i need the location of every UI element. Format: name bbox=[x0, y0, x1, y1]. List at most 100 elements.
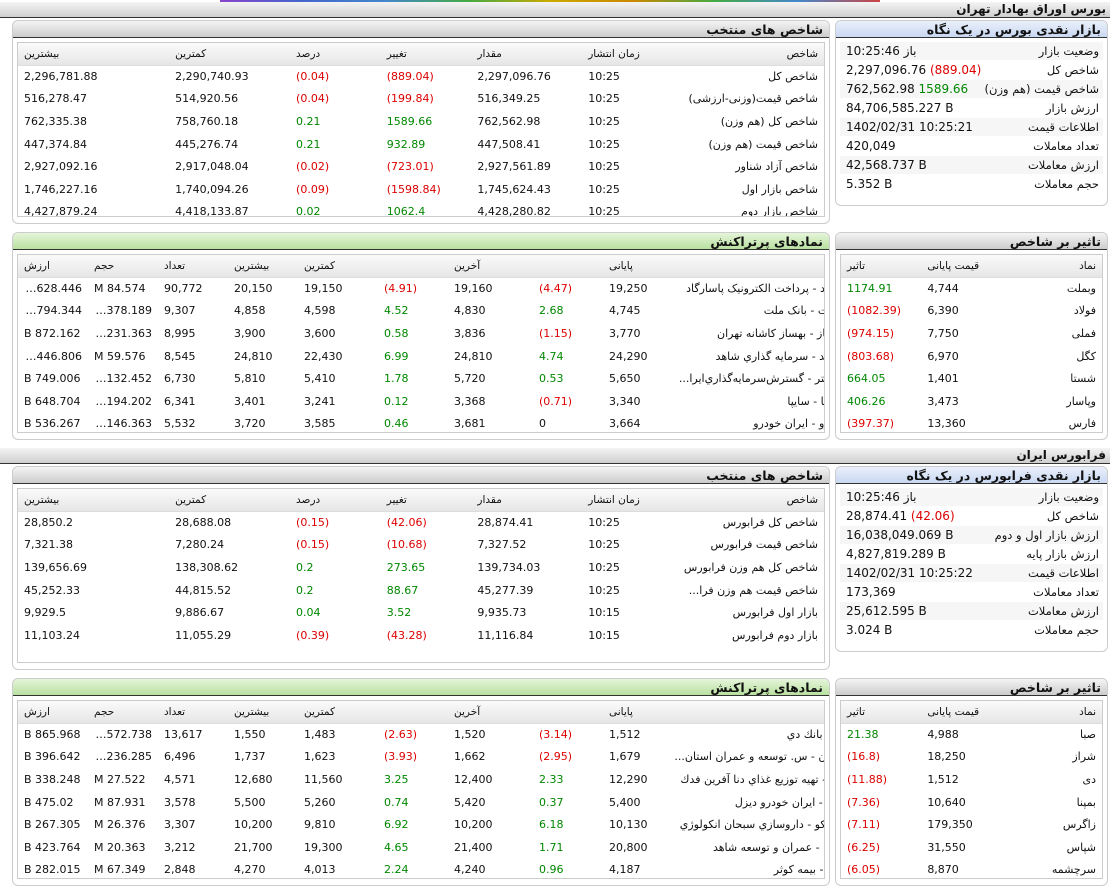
index-name[interactable]: شاخص کل bbox=[768, 70, 818, 84]
index-name[interactable]: شاخص بازار اول bbox=[672, 177, 824, 201]
symbol-link[interactable]: کرمان - س. توسعه و عمران استان... bbox=[663, 745, 824, 769]
symbol-link[interactable]: ثشاهد - سرمایه گذاري شاهد bbox=[663, 344, 824, 368]
ifb-active-row[interactable]: دي - بانك دي 1,512 (3.14) 1,520 (2.63) 1,483 1… bbox=[18, 723, 824, 746]
tse-indices-row[interactable]: شاخص کل (هم وزن) 10:25 762,562.98 1589.66 0.… bbox=[18, 110, 824, 133]
index-name[interactable]: شاخص کل فرابورس bbox=[722, 516, 818, 530]
symbol-link[interactable]: دسانکو - داروسازي سبحان انکولوژي bbox=[679, 818, 824, 832]
column-header[interactable]: نماد bbox=[663, 701, 824, 724]
ifb-active-row[interactable]: کوثر - بيمه كوثر 4,187 0.96 4,240 2.24 4,013 4… bbox=[18, 859, 824, 878]
tse-indices-row[interactable]: شاخص آزاد شناور 10:25 2,927,561.89 (723.01)… bbox=[18, 155, 824, 178]
column-header[interactable]: درصد bbox=[290, 489, 381, 512]
tse-active-row[interactable]: خساپا - سایپا3,340(0.71)3,3680.123,2413,… bbox=[18, 389, 824, 413]
symbol-link[interactable]: خساپا - سایپا bbox=[663, 389, 824, 413]
tse-impact-row[interactable]: وپاسار 3,473 406.26 bbox=[841, 389, 1102, 413]
symbol-link[interactable]: شپاس bbox=[1011, 835, 1102, 859]
column-header[interactable]: آخرین bbox=[448, 701, 533, 724]
index-name[interactable]: بازار اول فرابورس bbox=[732, 606, 818, 620]
ifb-active-row[interactable]: خاور - ايران خودرو ديزل5,4000.375,4200.7… bbox=[18, 790, 824, 814]
column-header[interactable] bbox=[533, 701, 603, 724]
symbol-link[interactable]: دي - بانك دي bbox=[786, 728, 824, 742]
column-header[interactable]: درصد bbox=[290, 43, 381, 66]
symbol-link[interactable]: ثعمرا - عمران و توسعه شاهد bbox=[663, 835, 824, 859]
symbol-link[interactable]: وبملت - بانک ملت bbox=[663, 299, 824, 323]
ifb-impact-row[interactable]: شراز 18,250 (16.8) bbox=[841, 745, 1102, 769]
tse-indices-row[interactable]: شاخص بازار دوم 10:25 4,428,280.82 1062.4 0.0… bbox=[18, 201, 824, 217]
symbol-link[interactable]: کوثر - بيمه كوثر bbox=[773, 863, 824, 877]
ifb-impact-row[interactable]: بمپنا 10,640 (7.36) bbox=[841, 790, 1102, 814]
column-header[interactable]: بیشترین bbox=[18, 43, 170, 66]
column-header[interactable]: تعداد bbox=[158, 255, 228, 278]
column-header[interactable]: ارزش bbox=[18, 701, 88, 724]
column-header[interactable]: حجم bbox=[88, 701, 158, 724]
ifb-impact-row[interactable]: شپاس 31,550 (6.25) bbox=[841, 835, 1102, 859]
ifb-impact-row[interactable]: دی 1,512 (11.88) bbox=[841, 768, 1102, 791]
index-name[interactable]: شاخص کل هم وزن فرابورس bbox=[683, 560, 818, 574]
ifb-active-row[interactable]: کرمان - س. توسعه و عمران استان...1,679(2… bbox=[18, 745, 824, 769]
tse-impact-row[interactable]: وبملت 4,744 1174.91 bbox=[841, 277, 1102, 300]
column-header[interactable]: تغییر bbox=[380, 43, 472, 66]
symbol-link[interactable]: دی bbox=[1082, 772, 1096, 786]
symbol-link[interactable]: گدنا - تهيه توزيع غذاي دنا آفرين فدك bbox=[680, 772, 824, 786]
symbol-link[interactable]: خگستر - گسترش‌سرمایه‌گذاري‌ایرا... bbox=[678, 372, 825, 386]
symbol-link[interactable]: بمپنا bbox=[1011, 790, 1102, 814]
symbol-link[interactable]: زاگرس bbox=[1062, 818, 1096, 832]
column-header[interactable]: بیشترین bbox=[18, 489, 170, 512]
symbol-link[interactable]: شستا bbox=[1070, 372, 1096, 386]
symbol-link[interactable]: فملی bbox=[1071, 326, 1096, 340]
tse-active-row[interactable]: خودرو - ایران خودرو 3,664 0 3,681 0.46 3,585 3… bbox=[18, 413, 825, 432]
index-name[interactable]: شاخص قیمت(وزنی-ارزشی) bbox=[672, 87, 824, 111]
tse-active-row[interactable]: ثشاهد - سرمایه گذاري شاهد24,2904.7424,81… bbox=[18, 344, 824, 368]
tse-indices-row[interactable]: شاخص کل 10:25 2,297,096.76 (889.04) (0.04) 2,… bbox=[18, 65, 824, 88]
column-header[interactable]: مقدار bbox=[471, 43, 583, 66]
ifb-indices-row[interactable]: شاخص کل هم وزن فرابورس 10:25 139,734.03 273… bbox=[18, 556, 824, 579]
ifb-active-row[interactable]: دسانکو - داروسازي سبحان انکولوژي 10,130 6.… bbox=[18, 813, 824, 836]
tse-indices-row[interactable]: شاخص قیمت(وزنی-ارزشی) 10:25 516,349.25 (199… bbox=[18, 87, 824, 111]
column-header[interactable]: کمترین bbox=[298, 701, 378, 724]
column-header[interactable] bbox=[378, 701, 448, 724]
symbol-link[interactable]: فارس bbox=[1068, 417, 1096, 431]
tse-active-row[interactable]: وبملت - بانک ملت4,7452.684,8304.524,5984… bbox=[18, 299, 824, 323]
tse-active-row[interactable]: خگستر - گسترش‌سرمایه‌گذاري‌ایرا... 5,650 0… bbox=[18, 367, 825, 390]
ifb-indices-row[interactable]: شاخص قیمت فرابورس 10:25 7,327.52 (10.68) (0.… bbox=[18, 533, 824, 557]
column-header[interactable]: بیشترین bbox=[228, 701, 298, 724]
symbol-link[interactable]: شراز bbox=[1011, 745, 1102, 769]
ifb-indices-row[interactable]: بازار دوم فرابورس 10:15 11,116.84 (43.28) (0… bbox=[18, 623, 824, 647]
column-header[interactable]: زمان انتشار bbox=[582, 489, 673, 512]
column-header[interactable]: قیمت پایانی bbox=[921, 255, 1012, 278]
column-header[interactable] bbox=[378, 255, 448, 278]
ifb-indices-row[interactable]: بازار اول فرابورس 10:15 9,935.73 3.52 0.04 9,… bbox=[18, 601, 824, 624]
symbol-link[interactable]: سرچشمه bbox=[1051, 863, 1096, 877]
column-header[interactable]: قیمت پایانی bbox=[921, 701, 1012, 724]
symbol-link[interactable]: کگل bbox=[1011, 344, 1102, 368]
symbol-link[interactable]: فولاد bbox=[1011, 299, 1102, 323]
column-header[interactable]: مقدار bbox=[471, 489, 583, 512]
column-header[interactable]: ارزش bbox=[18, 255, 88, 278]
tse-active-row[interactable]: ثبهساز - بهساز کاشانه تهران 3,770 (1.15) 3,… bbox=[18, 322, 825, 345]
tse-impact-row[interactable]: کگل 6,970 (803.68) bbox=[841, 344, 1102, 368]
tse-impact-row[interactable]: فولاد 6,390 (1082.39) bbox=[841, 299, 1102, 323]
column-header[interactable]: کمترین bbox=[169, 43, 291, 66]
column-header[interactable]: نماد bbox=[1011, 701, 1102, 724]
ifb-impact-row[interactable]: سرچشمه 8,870 (6.05) bbox=[841, 859, 1102, 878]
index-name[interactable]: بازار دوم فرابورس bbox=[672, 623, 824, 647]
tse-active-row[interactable]: پی پاد - پرداخت الکترونیک پاسارگاد 19,250… bbox=[18, 277, 825, 300]
column-header[interactable]: بیشترین bbox=[228, 255, 298, 278]
ifb-impact-row[interactable]: صبا 4,988 21.38 bbox=[841, 723, 1102, 746]
ifb-impact-row[interactable]: زاگرس 179,350 (7.11) bbox=[841, 813, 1102, 836]
tse-indices-row[interactable]: شاخص قیمت (هم وزن) 10:25 447,508.41 932.89 0… bbox=[18, 132, 824, 156]
index-name[interactable]: شاخص کل (هم وزن) bbox=[720, 114, 818, 128]
column-header[interactable]: آخرین bbox=[448, 255, 533, 278]
column-header[interactable]: پایانی bbox=[603, 701, 663, 724]
symbol-link[interactable]: پی پاد - پرداخت الکترونیک پاسارگاد bbox=[686, 282, 825, 296]
column-header[interactable]: کمترین bbox=[169, 489, 291, 512]
ifb-indices-row[interactable]: شاخص کل فرابورس 10:25 28,874.41 (42.06) (0.1… bbox=[18, 511, 824, 534]
index-name[interactable]: شاخص قیمت (هم وزن) bbox=[672, 132, 824, 156]
symbol-link[interactable]: ثبهساز - بهساز کاشانه تهران bbox=[717, 326, 825, 340]
column-header[interactable]: نماد bbox=[1011, 255, 1102, 278]
column-header[interactable] bbox=[533, 255, 603, 278]
column-header[interactable]: حجم bbox=[88, 255, 158, 278]
symbol-link[interactable]: خودرو - ایران خودرو bbox=[753, 417, 825, 431]
ifb-indices-row[interactable]: شاخص قیمت هم وزن فرا... 10:25 45,277.39 88.… bbox=[18, 578, 824, 602]
index-name[interactable]: شاخص بازار دوم bbox=[741, 205, 818, 217]
index-name[interactable]: شاخص قیمت هم وزن فرا... bbox=[672, 578, 824, 602]
